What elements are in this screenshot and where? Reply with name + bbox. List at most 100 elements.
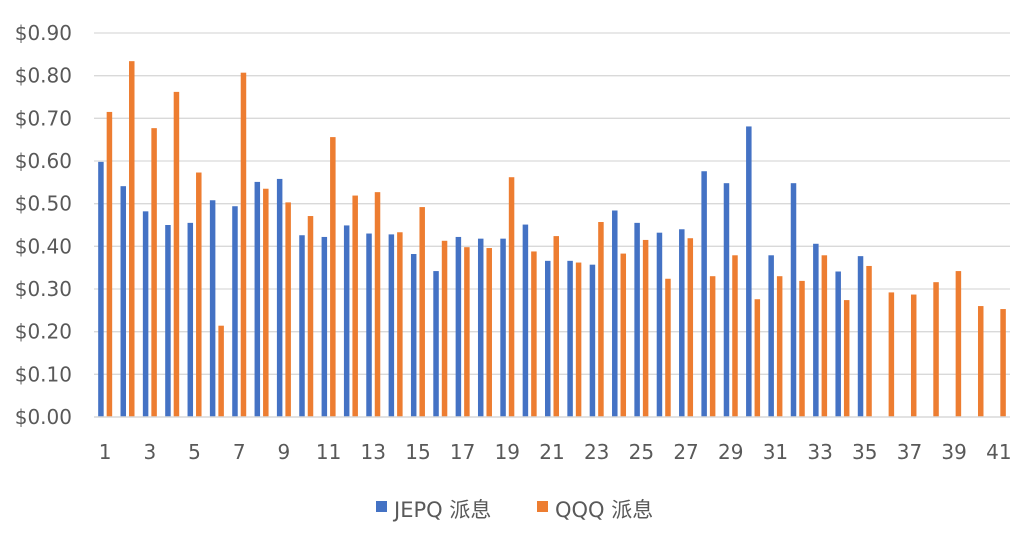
jepq-bar [366, 233, 372, 417]
qqq-bar [598, 222, 604, 417]
qqq-bar [531, 251, 537, 417]
y-tick-label: $0.50 [15, 192, 72, 216]
x-tick-label: 7 [233, 440, 246, 464]
qqq-bar [441, 240, 448, 417]
x-tick-label: 27 [673, 440, 698, 464]
jepq-bar [656, 232, 663, 417]
qqq-bar [285, 202, 291, 417]
jepq-bar [500, 238, 506, 417]
jepq-bar [612, 210, 618, 417]
y-tick-label: $0.30 [15, 277, 72, 301]
qqq-bar [464, 247, 470, 417]
qqq-bar [665, 278, 671, 417]
x-tick-label: 35 [852, 440, 877, 464]
jepq-bar [477, 238, 484, 417]
jepq-bar [276, 178, 283, 417]
x-tick-label: 1 [99, 440, 112, 464]
x-tick-label: 5 [188, 440, 201, 464]
qqq-bar [687, 238, 694, 417]
x-tick-label: 19 [495, 440, 520, 464]
x-tick-label: 31 [763, 440, 788, 464]
x-tick-label: 39 [941, 440, 966, 464]
qqq-bar [196, 172, 202, 417]
qqq-bar [173, 91, 180, 417]
qqq-bar [642, 239, 649, 417]
qqq-bar [129, 61, 135, 417]
qqq-bar [866, 265, 872, 417]
qqq-bar [218, 325, 224, 417]
x-tick-label: 41 [986, 440, 1011, 464]
legend-label-qqq: QQQ 派息 [555, 498, 653, 522]
qqq-bar [106, 111, 113, 417]
qqq-bar [263, 188, 269, 417]
qqq-bar [508, 177, 515, 417]
legend-label-jepq: JEPQ 派息 [392, 498, 491, 522]
qqq-bar [799, 280, 805, 417]
jepq-bar [545, 260, 551, 417]
x-tick-label: 13 [361, 440, 386, 464]
y-tick-label: $0.00 [15, 405, 72, 429]
qqq-bar [330, 137, 336, 417]
jepq-bar [410, 254, 417, 417]
x-tick-label: 21 [539, 440, 564, 464]
jepq-bar [857, 256, 864, 417]
x-tick-label: 17 [450, 440, 475, 464]
qqq-bar [910, 294, 917, 417]
x-tick-label: 11 [316, 440, 341, 464]
qqq-bar [151, 128, 157, 417]
jepq-bar [567, 260, 573, 417]
qqq-bar [240, 72, 247, 418]
jepq-bar [321, 236, 328, 417]
jepq-bar [813, 243, 819, 417]
jepq-bar [835, 271, 841, 417]
jepq-bar [768, 255, 774, 417]
y-axis-ticks: $0.00 $0.10 $0.20 $0.30 $0.40 $0.50 $0.60 $0.70… [15, 21, 72, 429]
x-tick-label: 23 [584, 440, 609, 464]
jepq-bar [299, 235, 305, 417]
qqq-bar [575, 262, 582, 417]
qqq-bar [709, 276, 716, 417]
jepq-bar [790, 183, 797, 417]
qqq-bar [888, 292, 895, 417]
y-tick-label: $0.60 [15, 149, 72, 173]
x-tick-label: 37 [897, 440, 922, 464]
qqq-bar [732, 255, 738, 417]
bars [98, 61, 1006, 418]
qqq-bar [1000, 309, 1006, 417]
qqq-bar [374, 192, 381, 417]
x-tick-label: 29 [718, 440, 743, 464]
qqq-bar [754, 299, 761, 417]
qqq-bar [486, 248, 492, 417]
jepq-bar [254, 181, 261, 417]
jepq-bar [701, 171, 707, 417]
qqq-bar [955, 271, 962, 417]
jepq-bar [232, 206, 238, 417]
jepq-bar [522, 224, 529, 417]
jepq-bar [433, 271, 439, 417]
qqq-bar [776, 276, 783, 417]
x-axis-ticks: 1 3 5 7 9 11 13 15 17 19 21 23 25 27 29 31 33 35 37 39 41 [99, 440, 1012, 464]
jepq-bar [343, 225, 350, 417]
qqq-bar [933, 282, 939, 417]
jepq-bar [679, 229, 685, 417]
qqq-bar [977, 306, 984, 417]
legend: JEPQ 派息 QQQ 派息 [376, 498, 653, 522]
jepq-bar [98, 161, 104, 417]
y-tick-label: $0.90 [15, 21, 72, 45]
y-tick-label: $0.70 [15, 106, 72, 130]
qqq-bar [397, 232, 403, 417]
qqq-bar [821, 255, 828, 417]
x-tick-label: 3 [143, 440, 156, 464]
legend-swatch-jepq [376, 501, 387, 512]
jepq-bar [142, 211, 149, 417]
jepq-bar [634, 222, 640, 417]
jepq-bar [388, 234, 395, 417]
jepq-bar [187, 222, 194, 417]
jepq-bar [209, 200, 216, 417]
x-tick-label: 15 [405, 440, 430, 464]
x-tick-label: 33 [807, 440, 832, 464]
qqq-bar [620, 253, 627, 417]
x-tick-label: 25 [629, 440, 654, 464]
jepq-bar [120, 186, 127, 417]
y-tick-label: $0.10 [15, 362, 72, 386]
